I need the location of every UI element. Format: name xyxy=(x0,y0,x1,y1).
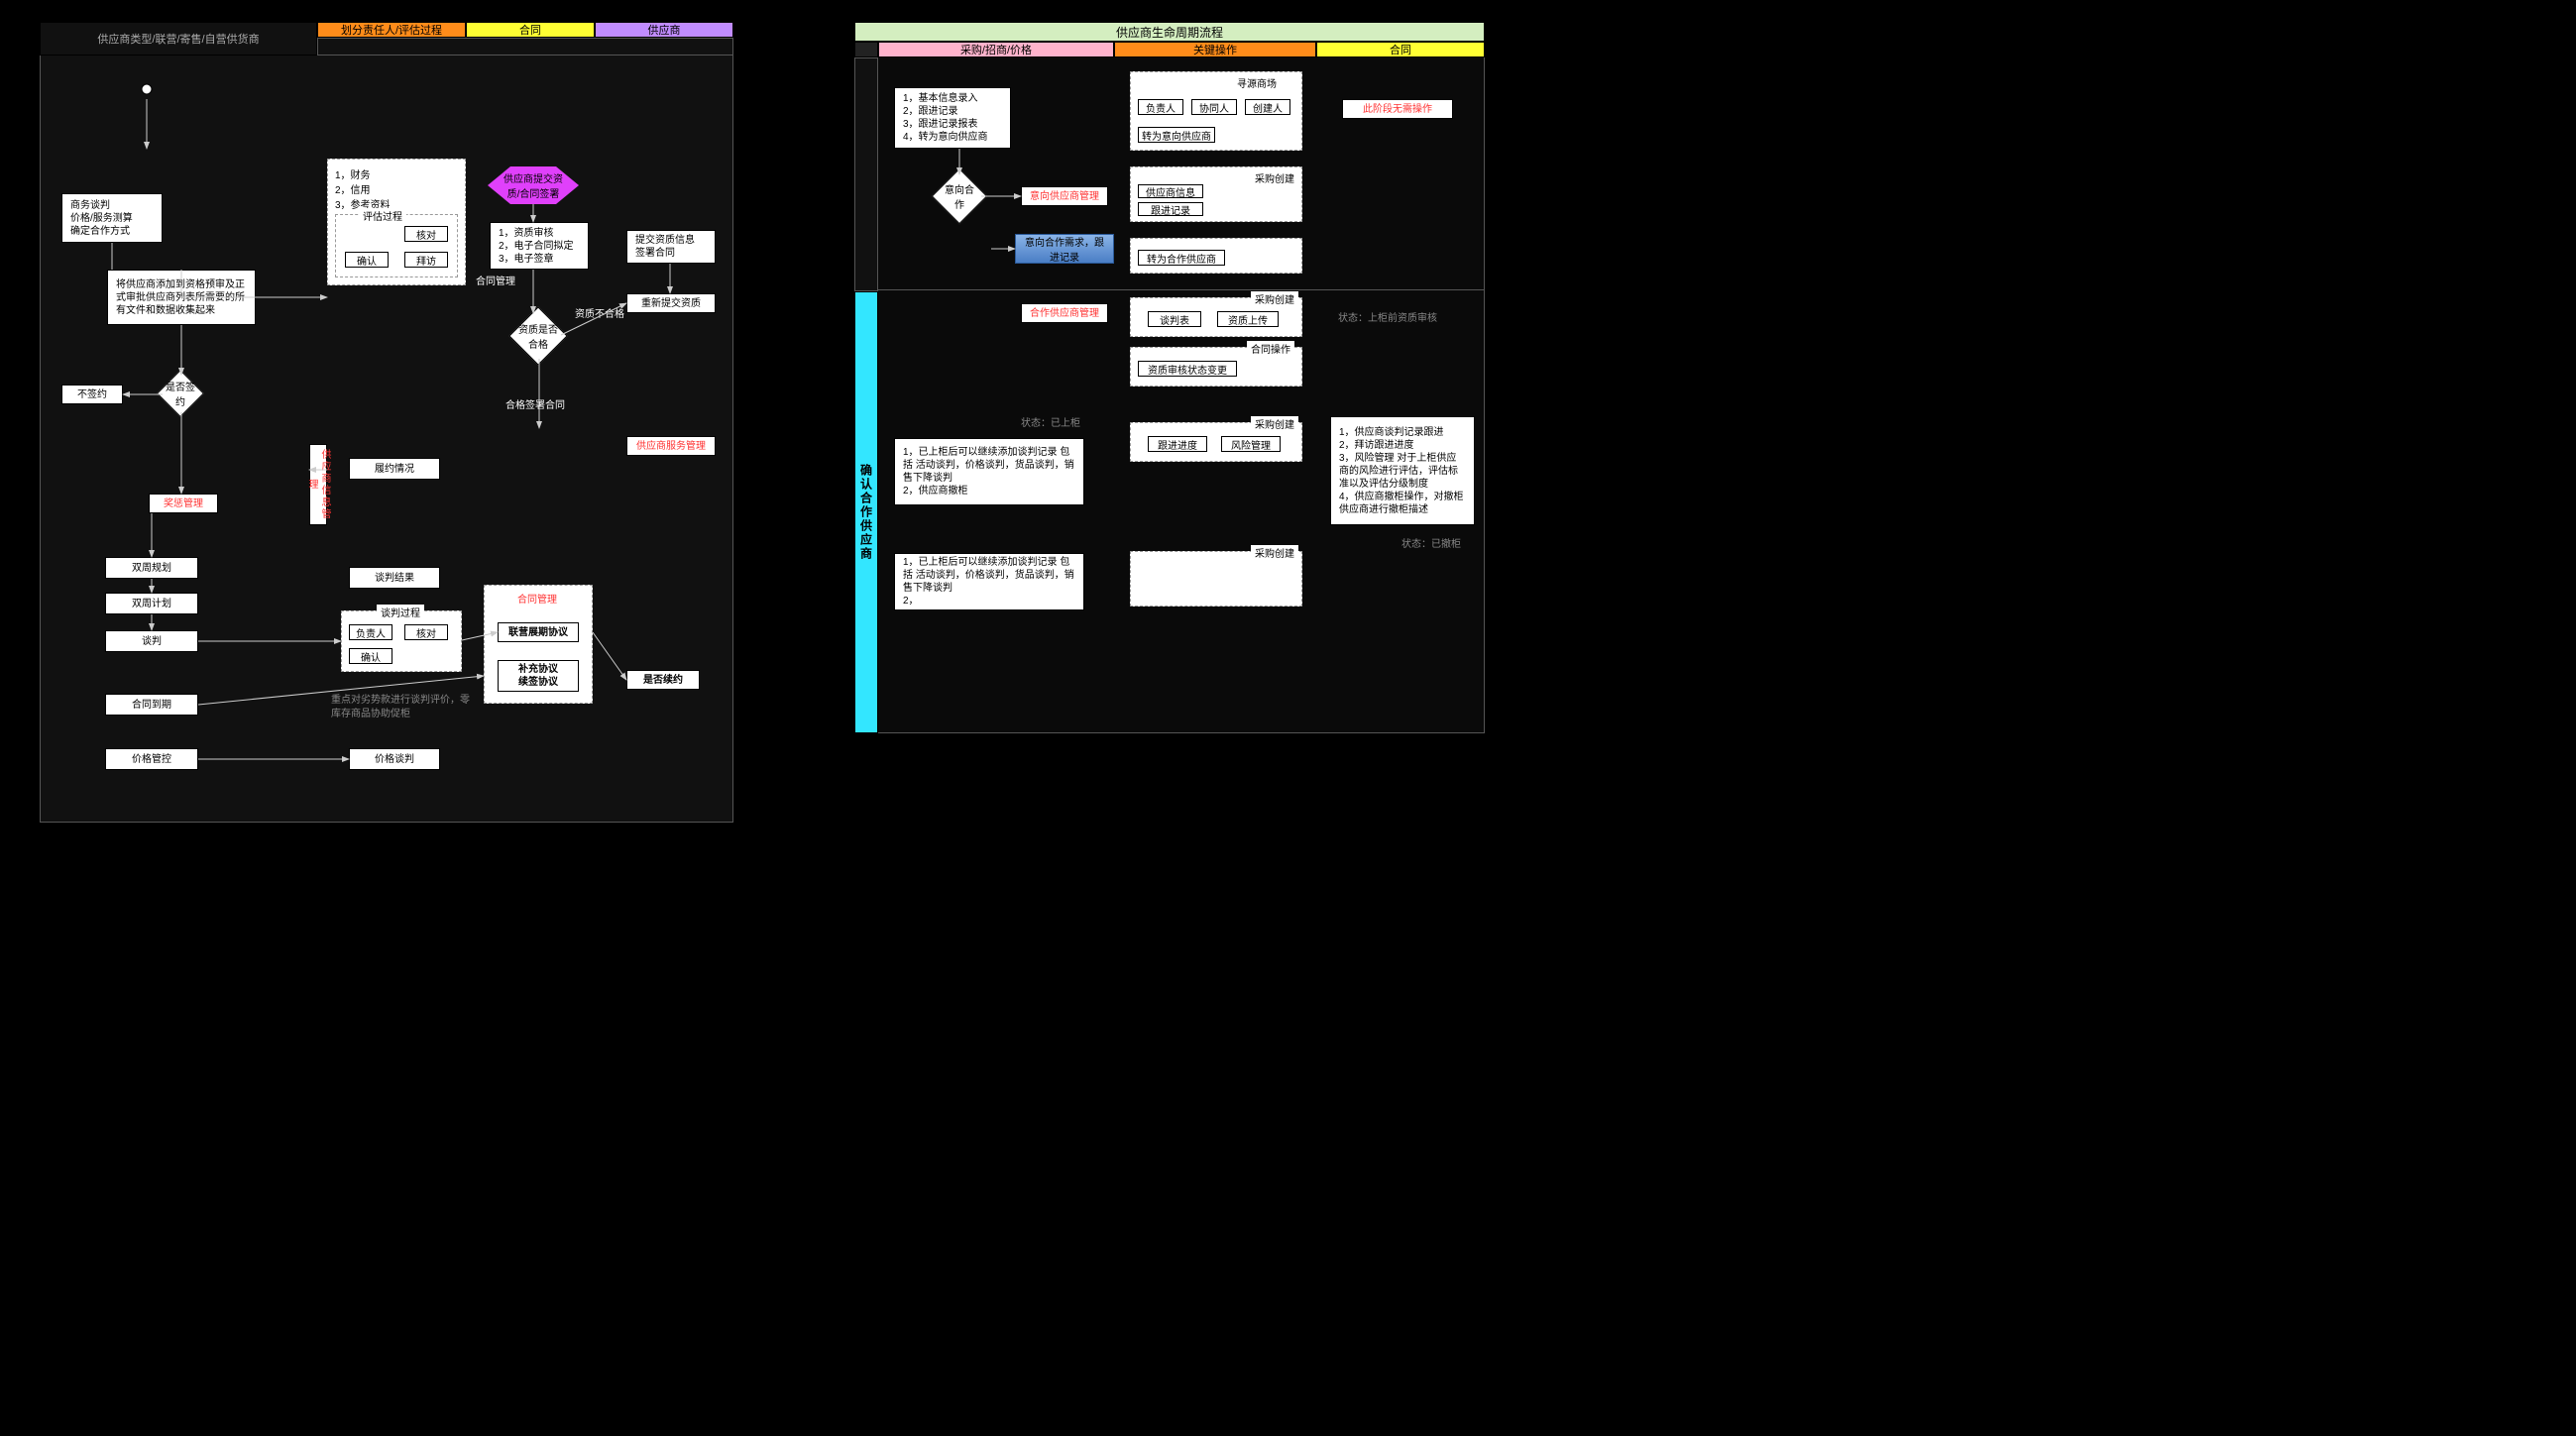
node-biweekly-plan: 双周规划 xyxy=(105,557,198,579)
node-biweekly-sched: 双周计划 xyxy=(105,593,198,614)
btn-visit: 拜访 xyxy=(404,252,448,268)
left-col3-header: 合同 xyxy=(466,22,595,38)
node-perform: 履约情况 xyxy=(349,458,440,480)
eval-title: 评估过程 xyxy=(359,208,406,223)
status2: 状态：已上柜 xyxy=(1021,414,1080,429)
node-price-control: 价格管控 xyxy=(105,748,198,770)
node-coop-mgmt: 合作供应商管理 xyxy=(1021,303,1108,323)
left-col1-header: 供应商类型/联营/寄售/自营供货商 xyxy=(40,22,317,55)
node-no-op: 此阶段无需操作 xyxy=(1342,99,1453,119)
node-right-list: 1，供应商谈判记录跟进 2，拜访跟进进度 3，风险管理 对于上柜供应商的风险进行… xyxy=(1330,416,1475,525)
nego-process-title: 谈判过程 xyxy=(377,605,424,619)
btn-follow-rec: 跟进记录 xyxy=(1138,202,1203,216)
node-joint: 联营展期协议 xyxy=(498,622,579,642)
node-list1: 1，已上柜后可以继续添加谈判记录 包括 活动谈判，价格谈判，货品谈判，销售下降谈… xyxy=(894,438,1084,505)
node-submit-info: 提交资质信息 签署合同 xyxy=(626,230,716,264)
btn-check2: 核对 xyxy=(404,624,448,640)
qual-fail-label: 资质不合格 xyxy=(575,305,624,320)
btn-qual-upload: 资质上传 xyxy=(1217,311,1279,327)
node-penalty: 奖惩管理 xyxy=(149,494,218,513)
btn-creator-r: 创建人 xyxy=(1245,99,1290,115)
btn-follow: 跟进进度 xyxy=(1148,436,1207,452)
node-renew: 是否续约 xyxy=(626,670,700,690)
create2-title: 采购创建 xyxy=(1251,291,1298,306)
swimlane-label: 确认合作供应商 xyxy=(854,291,878,733)
btn-supplier-info: 供应商信息 xyxy=(1138,184,1203,198)
right-col1-header: 采购/招商/价格 xyxy=(878,42,1114,57)
sign-ok-label: 合格签署合同 xyxy=(505,396,565,411)
btn-convert: 转为意向供应商 xyxy=(1138,127,1215,143)
node-basic-list: 1，基本信息录入 2，跟进记录 3，跟进记录报表 4，转为意向供应商 xyxy=(894,87,1011,149)
btn-owner: 负责人 xyxy=(349,624,392,640)
status3: 状态：已撤柜 xyxy=(1401,535,1461,550)
right-title: 供应商生命周期流程 xyxy=(854,22,1485,42)
node-price-nego: 价格谈判 xyxy=(349,748,440,770)
source-title: 寻源商场 xyxy=(1233,75,1281,90)
node-supp: 补充协议 续签协议 xyxy=(498,660,579,692)
node-contract-due: 合同到期 xyxy=(105,694,198,716)
create4-title: 采购创建 xyxy=(1251,545,1298,560)
focus-note: 重点对劣势款进行谈判评价，零库存商品协助促柜 xyxy=(331,694,470,721)
node-not-sign: 不签约 xyxy=(61,385,123,404)
left-col4-header: 供应商 xyxy=(595,22,733,38)
diagram-canvas: 供应商类型/联营/寄售/自营供货商 划分责任人/评估过程 合同 供应商 商务谈判… xyxy=(0,0,1536,842)
node-add-supplier: 将供应商添加到资格预审及正式审批供应商列表所需要的所有文件和数据收集起来 xyxy=(107,270,256,325)
contract-mgmt-label: 合同管理 xyxy=(476,273,515,287)
btn-owner-r: 负责人 xyxy=(1138,99,1183,115)
node-nego-result: 谈判结果 xyxy=(349,567,440,589)
node-nego: 谈判 xyxy=(105,630,198,652)
node-negotiate: 商务谈判 价格/服务测算 确定合作方式 xyxy=(61,193,163,243)
btn-convert2: 转为合作供应商 xyxy=(1138,250,1225,266)
finance-list: 1，财务 2，信用 3，参考资料 xyxy=(335,166,391,211)
status1: 状态：上柜前资质审核 xyxy=(1338,309,1437,324)
node-resubmit: 重新提交资质 xyxy=(626,293,716,313)
contract-mgmt2-title: 合同管理 xyxy=(513,591,561,606)
node-qual-list: 1，资质审核 2，电子合同拟定 3，电子签章 xyxy=(490,222,589,270)
node-svc-mgmt: 供应商服务管理 xyxy=(626,436,716,456)
right-col3-header: 合同 xyxy=(1316,42,1485,57)
btn-check: 核对 xyxy=(404,226,448,242)
btn-qual-status: 资质审核状态变更 xyxy=(1138,361,1237,377)
node-intent-req: 意向合作需求，跟进记录 xyxy=(1015,234,1114,264)
node-intent-mgmt: 意向供应商管理 xyxy=(1021,186,1108,206)
btn-nego-table: 谈判表 xyxy=(1148,311,1201,327)
right-col2-header: 关键操作 xyxy=(1114,42,1316,57)
btn-risk: 风险管理 xyxy=(1221,436,1281,452)
node-list2: 1，已上柜后可以继续添加谈判记录 包括 活动谈判，价格谈判，货品谈判，销售下降谈… xyxy=(894,553,1084,610)
node-info-mgmt: 供应商信息管理 xyxy=(309,444,327,525)
btn-confirm2: 确认 xyxy=(349,648,392,664)
btn-confirm: 确认 xyxy=(345,252,389,268)
create-title: 采购创建 xyxy=(1251,170,1298,185)
left-col2-header: 划分责任人/评估过程 xyxy=(317,22,466,38)
btn-partner-r: 协同人 xyxy=(1191,99,1237,115)
create3-title: 采购创建 xyxy=(1251,416,1298,431)
contract-op-title: 合同操作 xyxy=(1247,341,1294,356)
